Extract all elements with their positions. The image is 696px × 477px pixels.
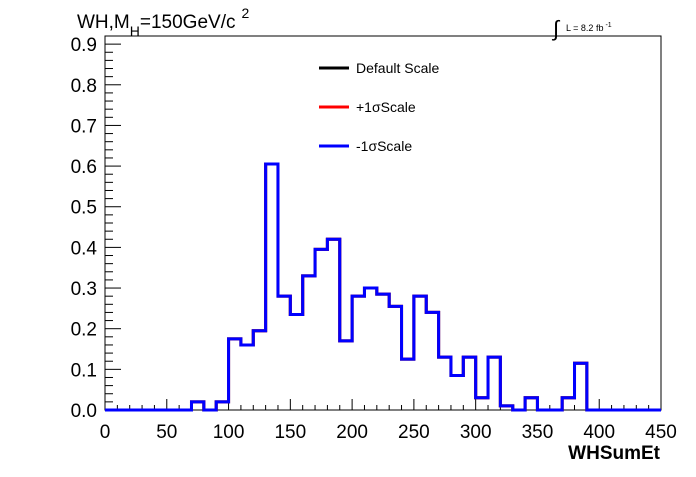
y-tick-label: 0.3 xyxy=(71,279,97,300)
lumi-superscript: -1 xyxy=(605,22,611,29)
x-tick-label: 150 xyxy=(274,422,306,443)
x-axis-title: WHSumEt xyxy=(568,443,661,464)
x-tick-label: 250 xyxy=(398,422,430,443)
x-tick-label: 450 xyxy=(645,422,677,443)
title-rest: =150GeV/c xyxy=(140,12,236,33)
y-tick-label: 0.0 xyxy=(71,401,97,422)
y-tick-label: 0.8 xyxy=(71,76,97,97)
legend-label-plus1sigma: +1σScale xyxy=(356,99,416,115)
x-tick-label: 300 xyxy=(460,422,492,443)
title-subscript: H xyxy=(130,23,140,39)
title-superscript: 2 xyxy=(241,5,249,21)
svg-text:WH,MH=150GeV/c2: WH,MH=150GeV/c 2 xyxy=(77,5,249,39)
legend: Default Scale +1σScale -1σScale xyxy=(319,60,439,154)
x-tick-label: 200 xyxy=(336,422,368,443)
y-tick-label: 0.9 xyxy=(71,35,97,56)
x-tick-labels: 0 50 100 150 200 250 300 350 400 450 xyxy=(100,422,677,443)
svg-text:L = 8.2 fb-1: L = 8.2 fb -1 xyxy=(566,22,612,33)
series-line-2 xyxy=(105,162,661,412)
series-layer xyxy=(105,162,661,412)
x-tick-label: 100 xyxy=(213,422,245,443)
y-tick-label: 0.7 xyxy=(71,116,97,137)
y-tick-label: 0.4 xyxy=(71,238,98,259)
y-tick-label: 0.1 xyxy=(71,360,97,381)
plot-title: WH,MH=150GeV/c 2 xyxy=(77,5,249,39)
x-tick-label: 50 xyxy=(156,422,177,443)
x-tick-label: 350 xyxy=(522,422,554,443)
x-tick-label: 400 xyxy=(583,422,615,443)
y-tick-label: 0.5 xyxy=(71,198,97,219)
lumi-text: L = 8.2 fb xyxy=(566,23,603,33)
y-tick-label: 0.6 xyxy=(71,157,97,178)
y-tick-labels: 0.0 0.1 0.2 0.3 0.4 0.5 0.6 0.7 0.8 0.9 xyxy=(71,35,98,422)
y-tick-label: 0.2 xyxy=(71,320,97,341)
legend-label-default: Default Scale xyxy=(356,60,439,76)
title-main: WH,M xyxy=(77,12,130,33)
legend-label-minus1sigma: -1σScale xyxy=(356,138,412,154)
x-tick-label: 0 xyxy=(100,422,111,443)
integral-icon: ∫ xyxy=(551,16,561,41)
luminosity-label: ∫ L = 8.2 fb -1 xyxy=(551,16,612,41)
